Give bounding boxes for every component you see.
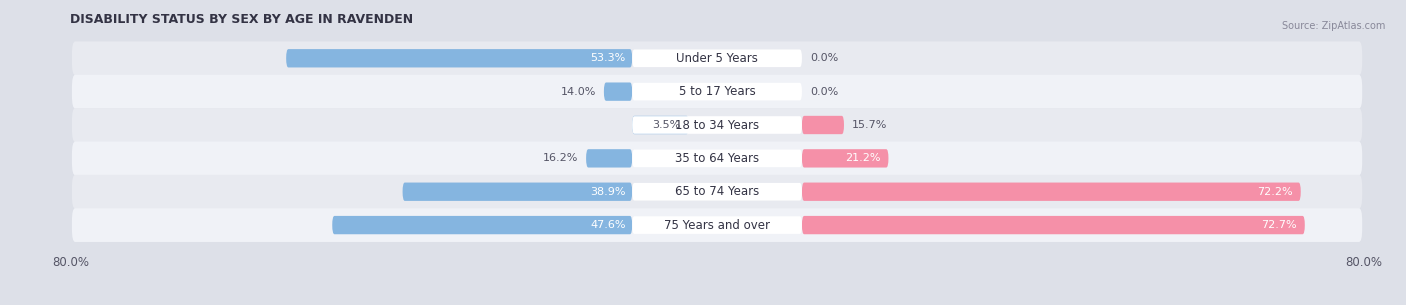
FancyBboxPatch shape <box>633 116 689 134</box>
Text: 38.9%: 38.9% <box>591 187 626 197</box>
FancyBboxPatch shape <box>633 216 801 234</box>
FancyBboxPatch shape <box>72 75 1362 109</box>
FancyBboxPatch shape <box>72 208 1362 242</box>
FancyBboxPatch shape <box>801 149 889 167</box>
FancyBboxPatch shape <box>72 41 1362 75</box>
FancyBboxPatch shape <box>332 216 633 234</box>
Text: 72.2%: 72.2% <box>1257 187 1292 197</box>
FancyBboxPatch shape <box>586 149 633 167</box>
FancyBboxPatch shape <box>801 183 1301 201</box>
Text: DISABILITY STATUS BY SEX BY AGE IN RAVENDEN: DISABILITY STATUS BY SEX BY AGE IN RAVEN… <box>70 13 413 26</box>
Text: 47.6%: 47.6% <box>591 220 626 230</box>
FancyBboxPatch shape <box>633 149 801 167</box>
FancyBboxPatch shape <box>633 83 801 100</box>
FancyBboxPatch shape <box>72 142 1362 175</box>
Text: Under 5 Years: Under 5 Years <box>676 52 758 65</box>
FancyBboxPatch shape <box>287 49 633 67</box>
FancyBboxPatch shape <box>402 183 633 201</box>
Text: 15.7%: 15.7% <box>852 120 887 130</box>
Text: 75 Years and over: 75 Years and over <box>664 219 770 231</box>
FancyBboxPatch shape <box>801 216 1305 234</box>
FancyBboxPatch shape <box>633 116 801 134</box>
Text: 16.2%: 16.2% <box>543 153 578 163</box>
Text: 21.2%: 21.2% <box>845 153 880 163</box>
FancyBboxPatch shape <box>72 108 1362 142</box>
FancyBboxPatch shape <box>72 175 1362 209</box>
FancyBboxPatch shape <box>633 183 801 200</box>
Text: 72.7%: 72.7% <box>1261 220 1296 230</box>
Legend: Male, Female: Male, Female <box>648 303 786 305</box>
FancyBboxPatch shape <box>605 82 633 101</box>
Text: 0.0%: 0.0% <box>810 87 838 97</box>
Text: 18 to 34 Years: 18 to 34 Years <box>675 119 759 131</box>
Text: 53.3%: 53.3% <box>591 53 626 63</box>
Text: 65 to 74 Years: 65 to 74 Years <box>675 185 759 198</box>
Text: 5 to 17 Years: 5 to 17 Years <box>679 85 755 98</box>
Text: 14.0%: 14.0% <box>561 87 596 97</box>
FancyBboxPatch shape <box>801 116 844 134</box>
FancyBboxPatch shape <box>633 49 801 67</box>
Text: Source: ZipAtlas.com: Source: ZipAtlas.com <box>1281 21 1385 31</box>
Text: 0.0%: 0.0% <box>810 53 838 63</box>
Text: 35 to 64 Years: 35 to 64 Years <box>675 152 759 165</box>
Text: 3.5%: 3.5% <box>652 120 681 130</box>
